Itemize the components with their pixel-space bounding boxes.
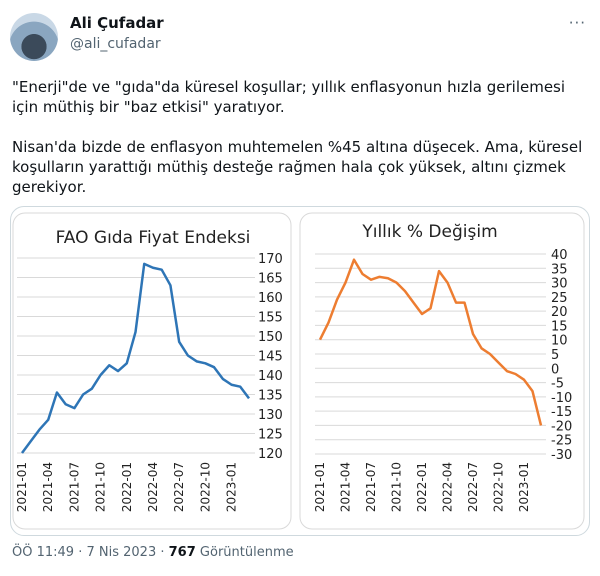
y-tick-label: 25 — [551, 291, 568, 306]
y-tick-label: -5 — [551, 377, 564, 392]
y-tick-label: 170 — [258, 252, 283, 267]
y-tick-label: 10 — [551, 334, 568, 349]
x-tick-label: 2022-07 — [172, 462, 186, 512]
x-tick-label: 2021-10 — [390, 462, 404, 512]
chart-title: Yıllık % Değişim — [361, 222, 497, 242]
x-tick-label: 2021-10 — [94, 462, 108, 512]
paragraph: Nisan'da bizde de enflasyon muhtemelen %… — [12, 138, 583, 196]
x-tick-label: 2021-07 — [364, 462, 378, 512]
y-tick-label: 130 — [258, 408, 283, 423]
y-tick-label: 125 — [258, 428, 283, 443]
time: ÖÖ 11:49 — [12, 545, 75, 560]
author-name[interactable]: Ali Çufadar — [70, 14, 164, 32]
x-tick-label: 2023-01 — [225, 462, 239, 512]
chart-frame — [299, 212, 585, 530]
media[interactable] — [10, 206, 590, 536]
y-tick-label: 0 — [551, 362, 559, 377]
views: 767 — [168, 545, 196, 560]
x-tick-label: 2023-01 — [517, 462, 531, 512]
separator: · — [160, 545, 165, 560]
y-tick-label: -15 — [551, 405, 572, 420]
x-tick-label: 2022-10 — [492, 462, 506, 512]
author-handle[interactable]: @ali_cufadar — [70, 36, 161, 52]
x-tick-label: 2022-01 — [120, 462, 134, 512]
y-tick-label: 20 — [551, 305, 568, 320]
footer: ÖÖ 11:49 · 7 Nis 2023 · 767 Görüntülenme — [12, 545, 294, 560]
separator: · — [78, 545, 83, 560]
x-tick-label: 2022-04 — [441, 462, 455, 512]
x-tick-label: 2021-01 — [15, 462, 29, 512]
x-tick-label: 2022-10 — [198, 462, 212, 512]
tweet-text: "Enerji"de ve "gıda"da küresel koşullar;… — [12, 77, 590, 217]
y-tick-label: 145 — [258, 350, 283, 365]
y-tick-label: -20 — [551, 419, 572, 434]
y-tick-label: 160 — [258, 291, 283, 306]
views-label: Görüntülenme — [199, 545, 294, 560]
x-tick-label: 2022-07 — [466, 462, 480, 512]
date[interactable]: 7 Nis 2023 — [86, 545, 157, 560]
y-tick-label: -30 — [551, 448, 572, 463]
x-tick-label: 2021-07 — [67, 462, 81, 512]
y-tick-label: 30 — [551, 277, 568, 292]
y-tick-label: -10 — [551, 391, 572, 406]
y-tick-label: -25 — [551, 434, 572, 449]
y-tick-label: 155 — [258, 311, 283, 326]
more-button[interactable]: ··· — [568, 14, 586, 32]
x-tick-label: 2022-01 — [415, 462, 429, 512]
x-tick-label: 2021-01 — [313, 462, 327, 512]
y-tick-label: 120 — [258, 447, 283, 462]
x-tick-label: 2021-04 — [339, 462, 353, 512]
data-line — [318, 258, 543, 426]
chart-title: FAO Gıda Fiyat Endeksi — [56, 228, 251, 248]
paragraph: "Enerji"de ve "gıda"da küresel koşullar;… — [12, 78, 566, 116]
y-tick-label: 150 — [258, 330, 283, 345]
y-tick-label: 165 — [258, 272, 283, 287]
y-tick-label: 5 — [551, 348, 559, 363]
y-tick-label: 140 — [258, 369, 283, 384]
y-tick-label: 40 — [551, 248, 568, 263]
avatar[interactable] — [10, 13, 58, 61]
x-tick-label: 2021-04 — [41, 462, 55, 512]
x-tick-label: 2022-04 — [146, 462, 160, 512]
data-line — [20, 262, 251, 454]
y-tick-label: 35 — [551, 262, 568, 277]
chart-frame — [12, 212, 292, 530]
y-tick-label: 15 — [551, 319, 568, 334]
y-tick-label: 135 — [258, 389, 283, 404]
